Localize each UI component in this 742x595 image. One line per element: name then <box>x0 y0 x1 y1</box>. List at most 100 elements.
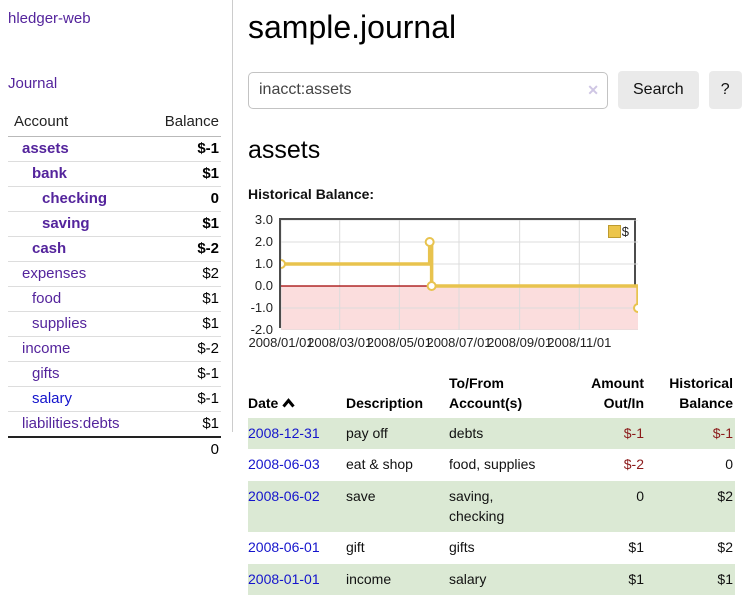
page-title: sample.journal <box>248 9 457 45</box>
account-link-income[interactable]: income <box>22 340 71 357</box>
account-balance: $-2 <box>158 336 221 362</box>
transaction-balance: $2 <box>717 539 733 556</box>
table-row: food $1 <box>8 286 221 312</box>
account-balance: $1 <box>158 311 221 337</box>
y-tick-label: 1.0 <box>254 256 273 271</box>
table-row: salary $-1 <box>8 386 221 412</box>
transaction-date-link[interactable]: 2008-06-03 <box>248 456 320 473</box>
account-heading: assets <box>248 136 321 164</box>
transaction-balance: $1 <box>652 563 735 595</box>
account-balance: $-1 <box>158 136 221 162</box>
account-link-supplies[interactable]: supplies <box>32 315 88 332</box>
app-title-link[interactable]: hledger-web <box>8 10 91 27</box>
table-row: income $-2 <box>8 336 221 362</box>
transaction-amount: $-2 <box>623 456 644 473</box>
account-link-liabilities-debts[interactable]: liabilities:debts <box>22 415 120 432</box>
transaction-description: pay off <box>346 418 449 450</box>
account-link-saving[interactable]: saving <box>42 215 90 232</box>
account-link-checking[interactable]: checking <box>42 190 108 207</box>
transaction-amount: $-1 <box>572 418 652 450</box>
transaction-description: income <box>346 563 449 595</box>
transaction-description: eat & shop <box>346 456 413 473</box>
balance-header: Historical Balance <box>669 375 733 411</box>
x-tick-label: 2008/09/01 <box>487 335 553 350</box>
accounts-total-row: 0 <box>8 436 221 462</box>
x-tick-label: 2008/07/01 <box>426 335 492 350</box>
chart-x-axis-labels: 2008/01/01 2008/03/01 2008/05/01 2008/07/01… <box>248 335 638 351</box>
y-tick-label: -2.0 <box>250 322 273 337</box>
transaction-balance: $2 <box>652 480 735 533</box>
transaction-amount: 0 <box>572 480 652 533</box>
register-header-row: Date Description To/From Account(s) Amou… <box>248 371 735 418</box>
table-row: cash $-2 <box>8 236 221 262</box>
legend-swatch-icon <box>607 225 621 238</box>
account-link-gifts[interactable]: gifts <box>32 365 60 382</box>
y-tick-label: 3.0 <box>254 212 273 227</box>
transaction-accounts: salary <box>449 563 572 595</box>
table-row: saving $1 <box>8 211 221 237</box>
sort-ascending-icon <box>282 394 296 414</box>
account-balance: $-2 <box>158 236 221 262</box>
accounts-header: To/From Account(s) <box>449 375 523 411</box>
transaction-description: save <box>346 480 449 533</box>
table-row: assets $-1 <box>8 136 221 162</box>
chart-plot-area: $ <box>279 218 638 330</box>
x-tick-label: 2008/03/01 <box>307 335 373 350</box>
transaction-date-link[interactable]: 2008-01-01 <box>248 570 320 587</box>
table-row: liabilities:debts $1 <box>8 411 221 437</box>
x-tick-label: 2008/05/01 <box>366 335 432 350</box>
table-row: gifts $-1 <box>8 361 221 387</box>
help-button[interactable]: ? <box>708 71 742 109</box>
chart-legend: $ <box>607 224 629 239</box>
account-link-food[interactable]: food <box>32 290 62 307</box>
search-input[interactable] <box>248 71 608 109</box>
historical-balance-chart: 3.0 2.0 1.0 0.0 -1.0 -2.0 $ 2008/01/01 2008/03… <box>248 211 735 354</box>
transaction-accounts: food, supplies <box>449 456 536 473</box>
account-link-salary[interactable]: salary <box>32 390 73 407</box>
chart-y-axis-labels: 3.0 2.0 1.0 0.0 -1.0 -2.0 <box>248 212 275 337</box>
accounts-table: Account Balance assets $-1 bank $1 check… <box>8 111 221 462</box>
account-balance: $1 <box>158 411 221 437</box>
accounts-table-header-balance: Balance <box>158 111 221 137</box>
x-tick-label: 2008/01/01 <box>248 335 314 350</box>
chart-section-label: Historical Balance: <box>248 186 375 202</box>
register-row: 2008-06-03 eat & shop food, supplies $-2… <box>248 449 735 480</box>
register-row: 2008-06-02 save saving, checking 0 $2 <box>248 480 735 533</box>
account-balance: $1 <box>158 161 221 187</box>
account-link-expenses[interactable]: expenses <box>22 265 87 282</box>
register-row: 2008-12-31 pay off debts $-1 $-1 <box>248 418 735 450</box>
transaction-date-link[interactable]: 2008-06-02 <box>248 487 320 504</box>
y-tick-label: 2.0 <box>254 234 273 249</box>
table-row: supplies $1 <box>8 311 221 337</box>
sidebar-item-journal[interactable]: Journal <box>8 75 58 92</box>
account-balance: 0 <box>158 186 221 212</box>
accounts-table-header-account: Account <box>8 111 158 137</box>
register-row: 2008-01-01 income salary $1 $1 <box>248 563 735 595</box>
description-header: Description <box>346 394 424 411</box>
account-link-assets[interactable]: assets <box>22 140 69 157</box>
table-row: bank $1 <box>8 161 221 187</box>
main-content: sample.journal ✕ Search ? assets Histori… <box>248 0 742 595</box>
accounts-total-value: 0 <box>158 436 221 462</box>
account-balance: $-1 <box>158 386 221 412</box>
table-row: checking 0 <box>8 186 221 212</box>
y-tick-label: -1.0 <box>250 300 273 315</box>
account-balance: $1 <box>158 211 221 237</box>
account-balance: $-1 <box>158 361 221 387</box>
account-link-cash[interactable]: cash <box>32 240 67 257</box>
transaction-amount: $1 <box>572 563 652 595</box>
table-row: expenses $2 <box>8 261 221 287</box>
register-table: Date Description To/From Account(s) Amou… <box>248 371 735 595</box>
sidebar: hledger-web Journal Account Balance asse… <box>0 0 233 462</box>
transaction-balance: 0 <box>725 456 733 473</box>
transaction-date-link[interactable]: 2008-12-31 <box>248 425 320 442</box>
x-tick-label: 2008/11/01 <box>547 335 612 350</box>
date-header-label: Date <box>248 394 279 411</box>
transaction-description: gift <box>346 539 365 556</box>
register-row: 2008-06-01 gift gifts $1 $2 <box>248 532 735 563</box>
sort-by-date-header[interactable]: Date <box>248 371 346 418</box>
clear-search-icon[interactable]: ✕ <box>587 82 599 98</box>
search-button[interactable]: Search <box>618 71 699 109</box>
account-link-bank[interactable]: bank <box>32 165 68 182</box>
transaction-date-link[interactable]: 2008-06-01 <box>248 539 320 556</box>
